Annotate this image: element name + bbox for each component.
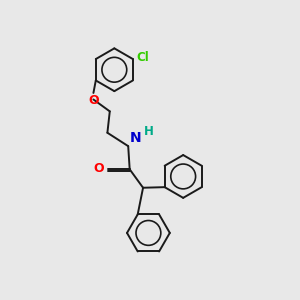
Text: H: H	[144, 125, 154, 138]
Text: N: N	[129, 131, 141, 145]
Text: O: O	[88, 94, 99, 106]
Text: O: O	[94, 162, 104, 175]
Text: Cl: Cl	[136, 51, 149, 64]
